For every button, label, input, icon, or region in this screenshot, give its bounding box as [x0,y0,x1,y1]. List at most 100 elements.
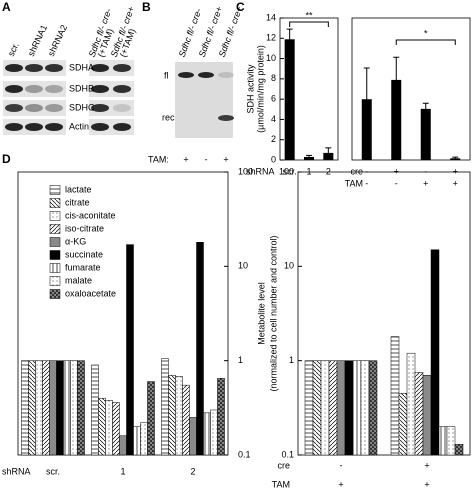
bar [161,358,169,456]
bar [284,39,295,160]
row-value: + [453,166,458,176]
y-tick-label: 10 [284,261,294,271]
y-axis-label: Metabolite level [256,282,266,345]
blot-band [113,64,131,72]
bar [328,360,338,456]
bar [42,360,50,456]
gel-band [178,115,194,121]
gel-band [218,115,234,121]
y-tick-label: 4 [271,114,276,124]
gel-band [178,72,194,78]
bar [147,381,155,456]
blot-band [25,123,43,131]
row-value: + [424,479,429,489]
blot-band [113,85,131,93]
bar [352,360,362,456]
bar [112,402,120,456]
bar [98,397,106,456]
bar [430,249,440,456]
bar [28,360,36,456]
gel-band [198,115,214,121]
blot-band [45,104,63,112]
group-label: shRNA [2,466,31,476]
bar [77,360,85,456]
error-bar [393,56,400,103]
y-tick-label: 1 [289,355,294,365]
y-tick-label: 100 [279,166,294,176]
blot-band [113,104,131,112]
bar [133,426,141,456]
blot-band [113,123,131,131]
legend-swatch [49,185,61,195]
bar [344,360,354,456]
error-bar [325,147,332,158]
bar [414,372,424,456]
tam-label: TAM: [148,154,169,164]
bar [91,364,99,456]
bar [320,360,330,456]
error-bar [306,154,312,159]
y-tick-label: 14 [266,12,276,22]
bar [210,409,218,456]
tam-sign: + [183,154,188,164]
y-axis-label: (normalized to cell number and control) [268,235,278,391]
bar [454,444,464,456]
legend-label: iso-citrate [65,223,104,233]
bar [35,360,43,456]
x-tick-label: 2 [326,166,331,176]
legend-swatch [49,198,61,208]
row-label: cre [277,460,290,470]
row-value: + [423,178,428,188]
legend-label: citrate [65,197,90,207]
significance-label: * [424,28,428,38]
row-value: + [338,479,343,489]
bar [446,426,456,456]
protein-label: SDHA [69,62,94,72]
protein-label: Actin [69,121,89,131]
legend-swatch [49,224,61,234]
y-tick-label: 0.1 [238,449,251,459]
blot-strip [3,100,66,116]
bar [217,378,225,456]
bar [126,244,134,456]
group-label: shRNA [246,166,275,176]
lane-label: scr. [6,41,21,58]
y-tick-label: 100 [238,166,253,176]
blot-band [5,85,23,93]
row-value: + [394,166,399,176]
row-value: - [340,460,343,470]
y-axis-label: (µmol/min/mg protein) [255,45,265,133]
bar [105,400,113,456]
gel-band [218,72,234,78]
bar [63,360,71,456]
bar [21,360,29,456]
blot-band [5,104,23,112]
row-label: TAM [345,178,363,188]
bar [49,360,57,456]
blot-band [25,64,43,72]
legend-label: succinate [65,249,103,259]
panel-label: B [142,0,151,14]
y-tick-label: 12 [266,33,276,43]
blot-strip [89,119,134,135]
row-value: + [424,460,429,470]
gel-band [198,72,214,78]
legend-swatch [49,237,61,247]
legend-label: cis-aconitate [65,210,116,220]
protein-label: SDHB [69,83,94,93]
bar [304,360,314,456]
tam-sign: - [205,154,208,164]
blot-band [25,85,43,93]
bar [70,360,78,456]
bar [390,336,400,456]
x-tick-label: 1 [120,466,125,476]
x-tick-label: scr. [283,166,297,176]
bar [196,242,204,456]
panel-label: D [2,152,11,166]
blot-band [91,64,109,72]
y-tick-label: 6 [271,94,276,104]
significance-label: ** [305,10,313,20]
row-label: cre [350,166,363,176]
